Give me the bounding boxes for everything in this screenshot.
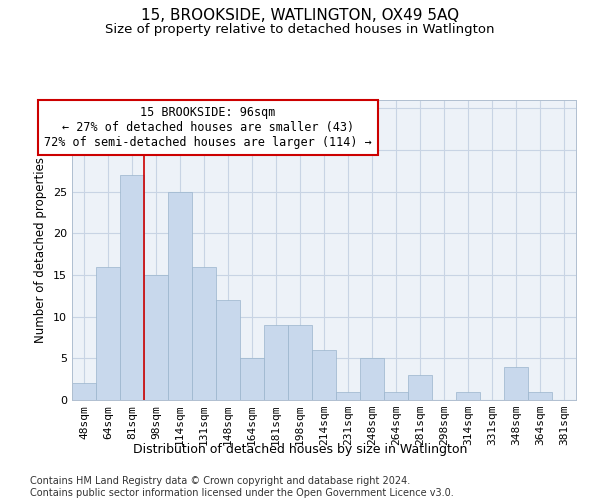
Bar	[313, 350, 335, 400]
Bar	[409, 375, 431, 400]
Bar	[289, 325, 311, 400]
Bar	[505, 366, 527, 400]
Bar	[457, 392, 479, 400]
Bar	[529, 392, 551, 400]
Bar	[217, 300, 239, 400]
Bar	[121, 175, 143, 400]
Bar	[97, 266, 119, 400]
Bar	[145, 275, 167, 400]
Text: Distribution of detached houses by size in Watlington: Distribution of detached houses by size …	[133, 442, 467, 456]
Text: 15 BROOKSIDE: 96sqm
← 27% of detached houses are smaller (43)
72% of semi-detach: 15 BROOKSIDE: 96sqm ← 27% of detached ho…	[44, 106, 372, 149]
Y-axis label: Number of detached properties: Number of detached properties	[34, 157, 47, 343]
Text: 15, BROOKSIDE, WATLINGTON, OX49 5AQ: 15, BROOKSIDE, WATLINGTON, OX49 5AQ	[141, 8, 459, 22]
Bar	[241, 358, 263, 400]
Bar	[73, 384, 95, 400]
Bar	[193, 266, 215, 400]
Bar	[265, 325, 287, 400]
Bar	[169, 192, 191, 400]
Bar	[385, 392, 407, 400]
Text: Size of property relative to detached houses in Watlington: Size of property relative to detached ho…	[105, 22, 495, 36]
Bar	[337, 392, 359, 400]
Bar	[361, 358, 383, 400]
Text: Contains HM Land Registry data © Crown copyright and database right 2024.
Contai: Contains HM Land Registry data © Crown c…	[30, 476, 454, 498]
